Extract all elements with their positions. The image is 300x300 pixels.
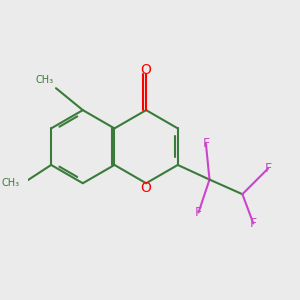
Text: F: F (250, 217, 257, 230)
Text: F: F (264, 162, 272, 175)
Text: F: F (195, 206, 202, 219)
Text: O: O (140, 181, 151, 195)
Text: CH₃: CH₃ (36, 75, 54, 85)
Text: CH₃: CH₃ (2, 178, 20, 188)
Text: F: F (202, 136, 209, 149)
Text: O: O (141, 63, 152, 77)
